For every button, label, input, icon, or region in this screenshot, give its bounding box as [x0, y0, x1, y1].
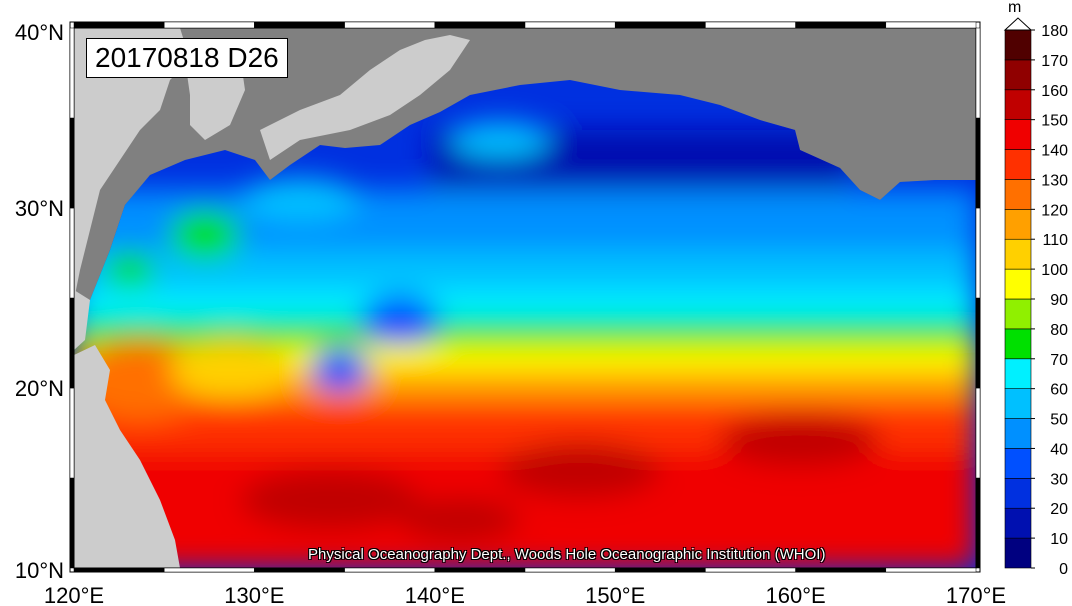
colorbar-swatch — [1004, 388, 1032, 419]
colorbar-tick-label: 30 — [1050, 471, 1068, 488]
colorbar-swatch — [1004, 238, 1032, 270]
colorbar-swatch — [1004, 358, 1032, 389]
colorbar-swatch — [1004, 418, 1032, 449]
colorbar-swatch — [1004, 149, 1032, 180]
colorbar-swatch — [1004, 59, 1032, 91]
colorbar-swatch — [1004, 89, 1032, 120]
lon-tick-label: 160°E — [766, 583, 826, 606]
latitude-labels: 40°N 30°N 20°N 10°N — [15, 20, 64, 583]
colorbar-tick-label: 10 — [1050, 531, 1068, 548]
colorbar-tick-label: 70 — [1050, 352, 1068, 369]
lon-tick-label: 170°E — [946, 583, 1006, 606]
colorbar-unit: m — [1008, 0, 1021, 16]
colorbar-tick-label: 90 — [1050, 292, 1068, 309]
lon-tick-label: 150°E — [585, 583, 645, 606]
credit-text: Physical Oceanography Dept., Woods Hole … — [308, 546, 826, 563]
lat-tick-label: 40°N — [15, 20, 64, 45]
colorbar-tick-label: 110 — [1042, 232, 1068, 249]
colorbar-arrow — [1003, 17, 1033, 31]
colorbar-tick-label: 40 — [1050, 441, 1068, 458]
colorbar-tick-label: 50 — [1050, 412, 1068, 429]
colorbar-swatch — [1004, 478, 1032, 509]
colorbar-swatch — [1004, 507, 1032, 539]
lon-tick-label: 130°E — [224, 583, 284, 606]
lat-tick-label: 10°N — [15, 558, 64, 583]
lat-tick-label: 20°N — [15, 376, 64, 401]
colorbar-swatch — [1004, 537, 1032, 569]
colorbar-swatch — [1004, 209, 1032, 240]
colorbar-tick-label: 140 — [1041, 143, 1068, 160]
longitude-labels: 120°E 130°E 140°E 150°E 160°E 170°E — [44, 583, 1006, 606]
colorbar-tick-label: 160 — [1041, 83, 1068, 100]
colorbar-tick-label: 80 — [1050, 322, 1068, 339]
colorbar-swatch — [1004, 268, 1032, 300]
lat-tick-label: 30°N — [15, 196, 64, 221]
lon-tick-label: 120°E — [44, 583, 104, 606]
colorbar-swatch — [1004, 298, 1032, 330]
colorbar-tick-label: 60 — [1050, 382, 1068, 399]
colorbar-tick-label: 170 — [1041, 53, 1068, 70]
frame-ticks — [69, 21, 981, 573]
colorbar-swatch — [1004, 119, 1032, 150]
colorbar-tick-label: 130 — [1041, 172, 1068, 189]
colorbar-tick-label: 150 — [1041, 113, 1068, 130]
colorbar-swatch — [1004, 179, 1032, 210]
colorbar-tick-label: 20 — [1050, 501, 1068, 518]
colorbar-swatch — [1004, 328, 1032, 360]
colorbar-swatch — [1004, 448, 1032, 479]
date-label: 20170818 D26 — [86, 38, 288, 78]
colorbar-tick-label: 180 — [1041, 23, 1068, 40]
lon-tick-label: 140°E — [405, 583, 465, 606]
colorbar-swatch — [1004, 29, 1032, 61]
colorbar-tick-label: 0 — [1059, 561, 1068, 578]
colorbar-tick-label: 100 — [1041, 262, 1068, 279]
colorbar-tick-label: 120 — [1041, 202, 1068, 219]
colorbar: 0 10 20 30 40 50 60 70 80 90 100 110 120 130 140 150 160… — [1003, 17, 1068, 578]
